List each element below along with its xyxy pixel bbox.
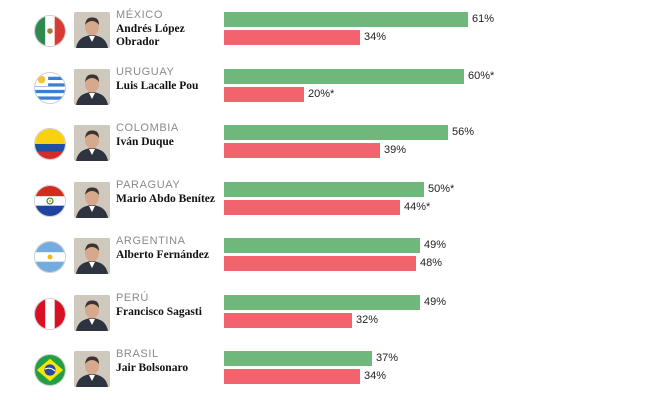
approve-value-label: 49% [424, 239, 447, 251]
country-label: PERÚ [116, 291, 149, 304]
country-row: PERÚ Francisco Sagasti 49% 32% [0, 291, 664, 339]
leader-portrait [74, 68, 110, 105]
leader-portrait [74, 125, 110, 161]
disapprove-bar [224, 86, 304, 102]
colombia-flag-icon [34, 128, 66, 160]
approve-value-label: 50%* [428, 182, 455, 195]
leader-name: Jair Bolsonaro [116, 362, 189, 374]
country-row: PARAGUAY Mario Abdo Benítez 50%* 44%* [0, 178, 664, 226]
leader-name: Iván Duque [116, 136, 174, 148]
approve-value-label: 61% [472, 13, 495, 25]
approve-value-label: 60%* [468, 69, 495, 82]
country-row: ARGENTINA Alberto Fernández 49% 48% [0, 235, 664, 282]
leader-name: Luis Lacalle Pou [116, 79, 199, 92]
country-row: MÉXICO Andrés López Obrador 61% 34% [0, 9, 664, 56]
leader-name: Francisco Sagasti [116, 305, 202, 318]
disapprove-value-label: 39% [384, 144, 407, 156]
leader-portrait [74, 351, 110, 387]
country-label: MÉXICO [116, 9, 163, 21]
country-label: BRASIL [116, 348, 159, 360]
country-label: COLOMBIA [116, 122, 179, 134]
approve-bar [224, 125, 448, 140]
country-label: URUGUAY [116, 65, 175, 78]
approve-value-label: 49% [424, 295, 447, 308]
country-row: URUGUAY Luis Lacalle Pou 60%* 20%* [0, 65, 664, 113]
approve-bar [224, 294, 420, 310]
approve-bar [224, 238, 420, 253]
brazil-flag-icon [34, 354, 66, 386]
paraguay-flag-icon [34, 184, 66, 217]
country-row: COLOMBIA Iván Duque 56% 39% [0, 122, 664, 169]
leader-name: Andrés López Obrador [116, 23, 185, 48]
disapprove-bar [224, 143, 380, 158]
leader-portrait [74, 181, 110, 218]
disapprove-value-label: 20%* [308, 87, 335, 100]
disapprove-bar [224, 312, 352, 328]
uruguay-flag-icon [34, 71, 66, 104]
approve-bar [224, 351, 372, 366]
disapprove-value-label: 34% [364, 370, 387, 382]
peru-flag-icon [34, 297, 66, 330]
disapprove-value-label: 48% [420, 257, 443, 269]
leader-portrait [74, 12, 110, 48]
leader-name: Mario Abdo Benítez [116, 192, 216, 205]
leader-portrait [74, 294, 110, 331]
disapprove-bar [224, 199, 400, 215]
leader-portrait [74, 238, 110, 274]
argentina-flag-icon [34, 241, 66, 273]
approve-bar [224, 181, 424, 197]
approve-bar [224, 68, 464, 84]
disapprove-value-label: 32% [356, 313, 379, 326]
disapprove-value-label: 44%* [404, 200, 431, 213]
leader-name: Alberto Fernández [116, 249, 209, 261]
disapprove-bar [224, 256, 416, 271]
mexico-flag-icon [34, 15, 66, 47]
disapprove-bar [224, 369, 360, 384]
approve-value-label: 56% [452, 126, 475, 138]
country-label: PARAGUAY [116, 178, 181, 191]
approve-bar [224, 12, 468, 27]
country-row: BRASIL Jair Bolsonaro 37% 34% [0, 348, 664, 395]
disapprove-bar [224, 30, 360, 45]
disapprove-value-label: 34% [364, 31, 387, 43]
country-label: ARGENTINA [116, 235, 186, 247]
approve-value-label: 37% [376, 352, 399, 364]
